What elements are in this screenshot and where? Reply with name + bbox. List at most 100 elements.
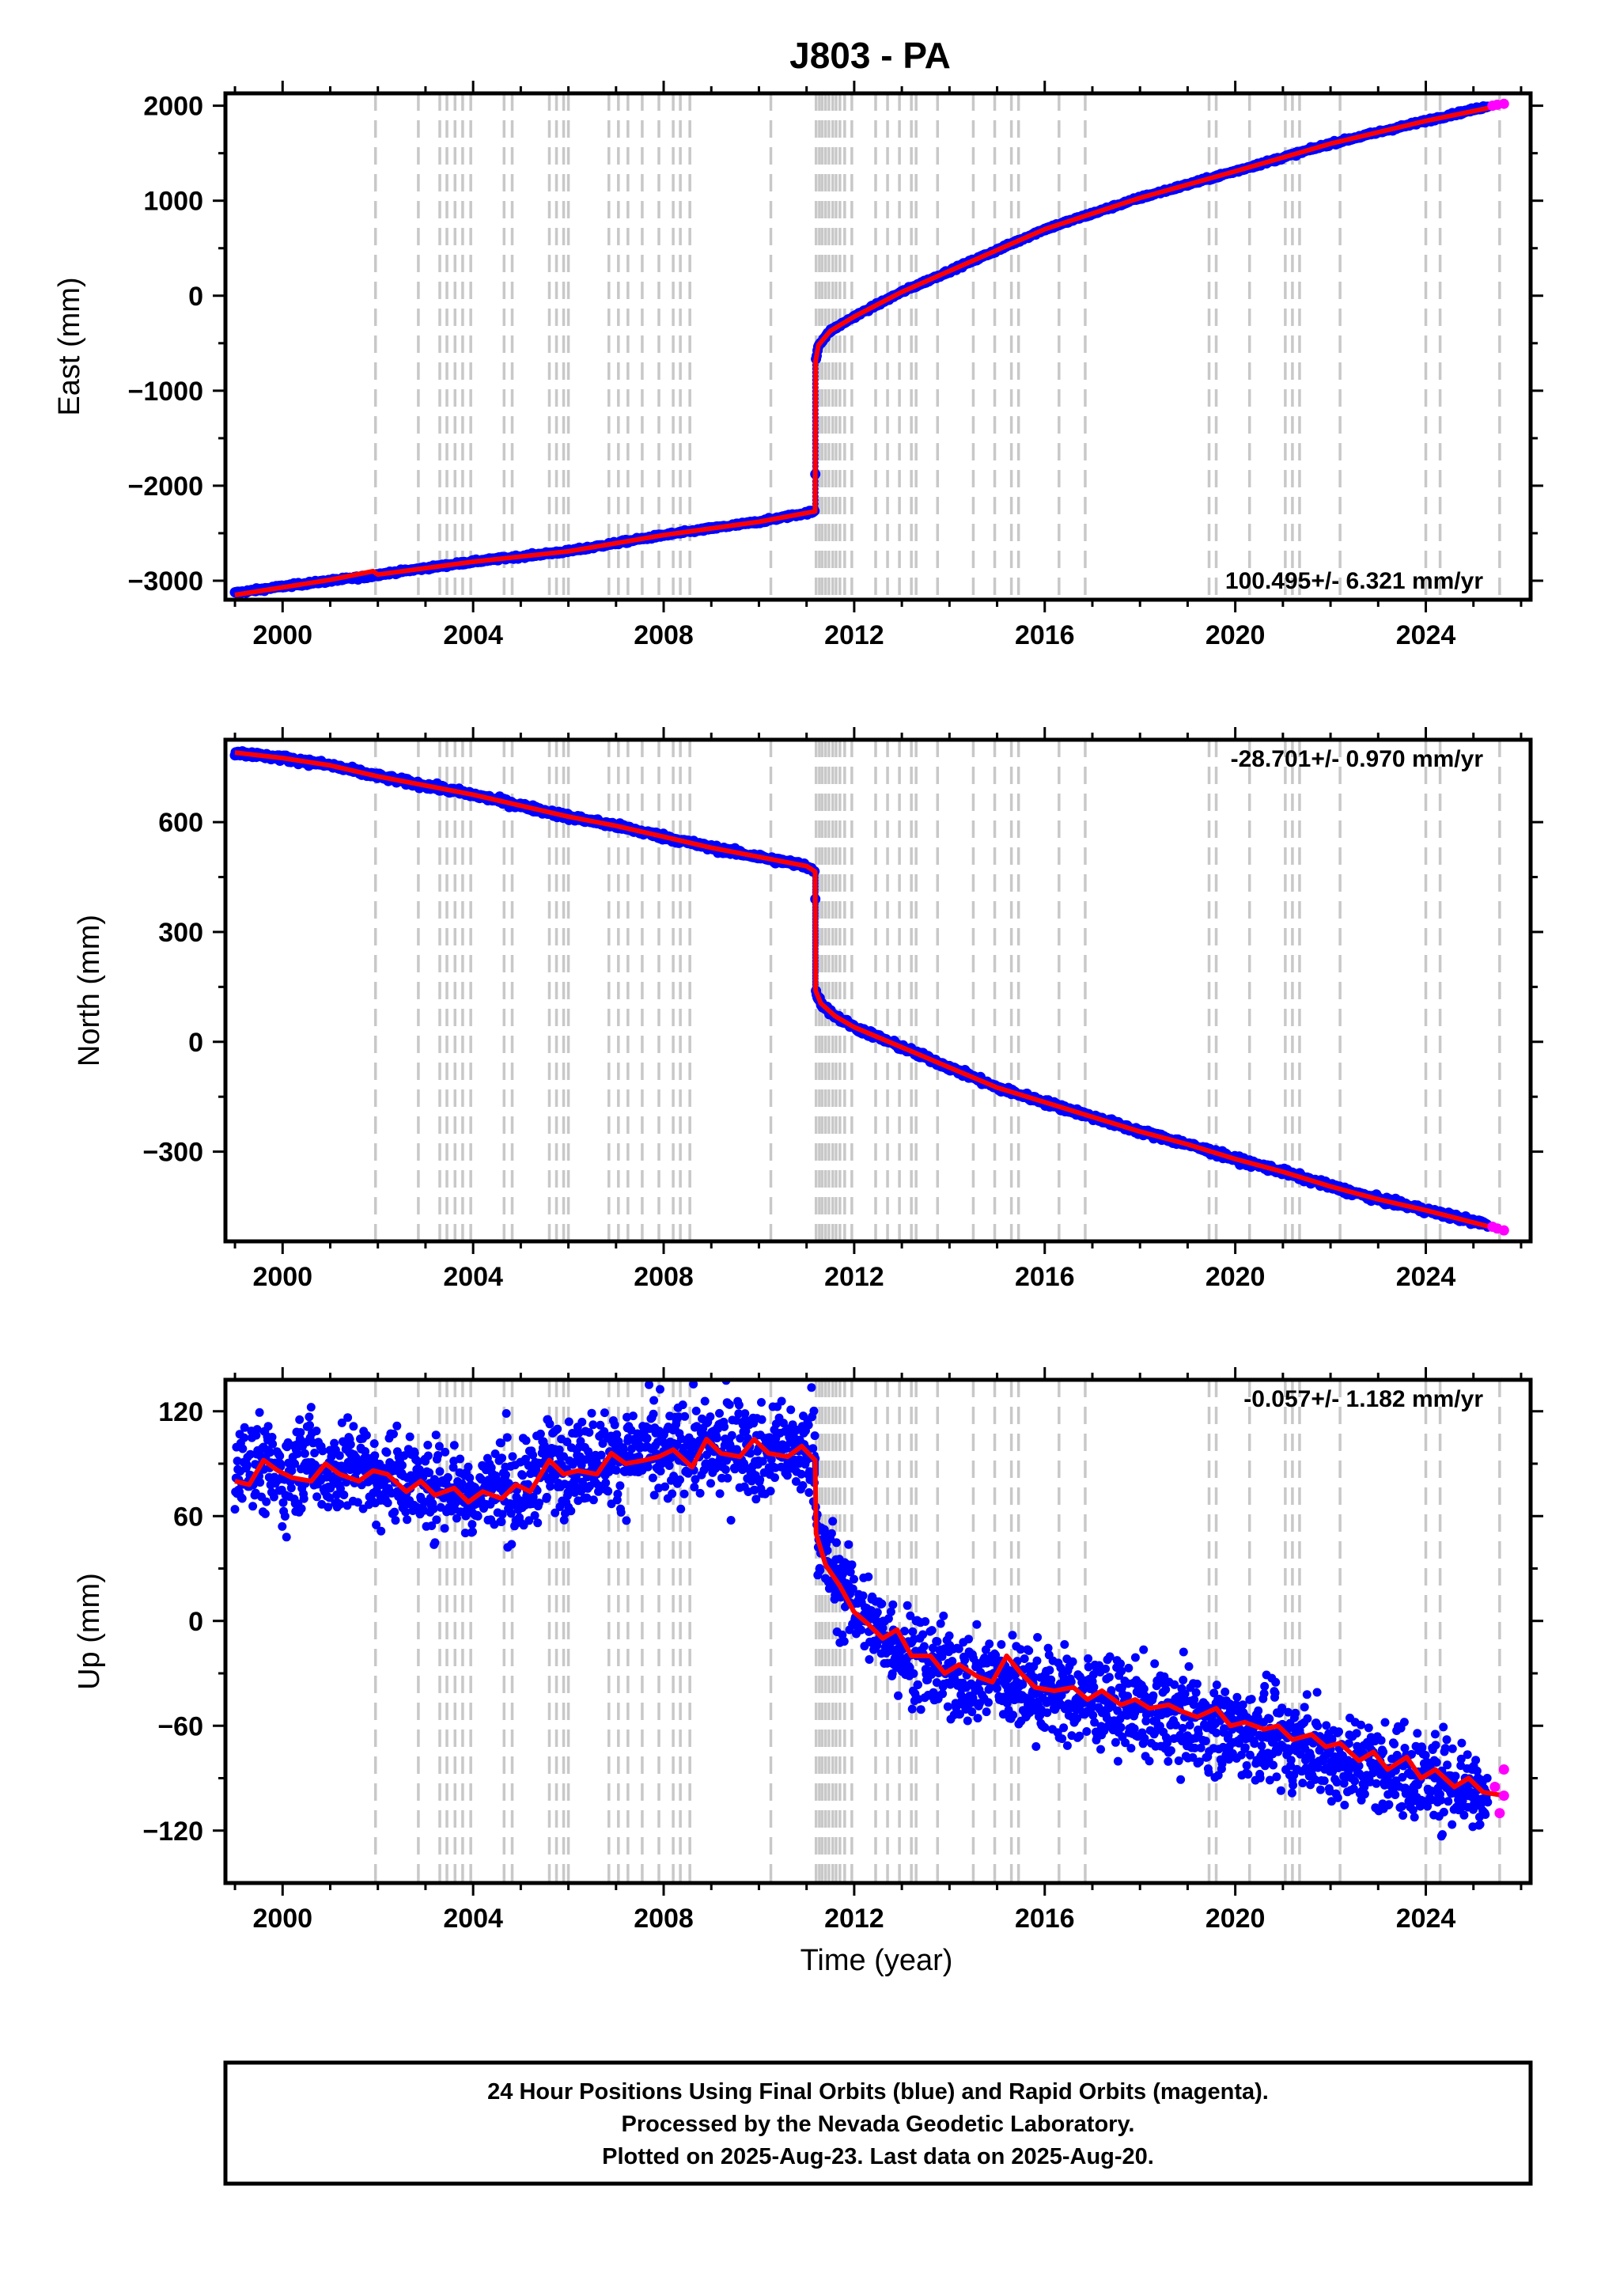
final-data-point: [755, 1475, 765, 1484]
final-data-point: [700, 1396, 710, 1406]
final-data-point: [346, 1440, 355, 1449]
final-data-point: [674, 1412, 683, 1422]
final-data-point: [554, 1445, 564, 1454]
final-data-point: [542, 1492, 551, 1502]
final-data-point: [702, 1450, 712, 1460]
final-data-point: [425, 1468, 434, 1477]
final-data-point: [246, 1449, 255, 1459]
final-data-point: [262, 1497, 271, 1506]
x-tick-label: 2024: [1396, 620, 1456, 650]
final-data-point: [582, 1493, 592, 1502]
final-data-point: [435, 1467, 445, 1476]
x-tick-label: 2024: [1396, 1262, 1456, 1292]
final-data-point: [695, 1488, 705, 1498]
final-data-point: [524, 1480, 532, 1489]
final-data-point: [712, 1434, 721, 1443]
final-data-point: [690, 1483, 699, 1492]
final-data-point: [585, 1428, 594, 1437]
final-data-point: [613, 1489, 623, 1498]
final-data-point: [757, 1415, 766, 1424]
final-data-point: [296, 1428, 305, 1437]
final-data-point: [312, 1426, 321, 1436]
final-data-point: [452, 1514, 461, 1523]
final-data-point: [546, 1482, 555, 1491]
final-data-point: [649, 1396, 659, 1405]
final-data-point: [280, 1512, 290, 1521]
final-data-point: [687, 1450, 695, 1460]
final-data-point: [305, 1412, 314, 1422]
x-tick-label: 2020: [1205, 1262, 1266, 1292]
final-data-point: [325, 1493, 334, 1502]
final-data-point: [649, 1491, 659, 1500]
final-data-point: [721, 1465, 730, 1474]
final-data-point: [604, 1487, 613, 1496]
y-tick-label: 600: [158, 808, 203, 838]
final-data-point: [736, 1434, 745, 1443]
final-data-point: [741, 1426, 751, 1436]
y-tick-label: 1000: [143, 187, 203, 217]
final-data-point: [751, 1495, 761, 1504]
final-data-point: [648, 1473, 657, 1483]
final-data-point: [269, 1492, 278, 1502]
final-data-point: [278, 1498, 288, 1507]
final-data-point: [370, 1451, 380, 1461]
final-data-point: [255, 1478, 265, 1487]
final-data-point: [615, 1481, 625, 1491]
final-data-point: [312, 1492, 322, 1502]
final-data-point: [572, 1472, 581, 1481]
final-data-point: [342, 1477, 351, 1487]
final-data-point: [660, 1482, 670, 1491]
x-tick-label: 2012: [824, 1262, 884, 1292]
final-data-point: [715, 1408, 724, 1418]
final-data-point: [263, 1422, 273, 1431]
final-data-point: [706, 1479, 715, 1488]
velocity-annotation: -28.701+/- 0.970 mm/yr: [1231, 746, 1484, 772]
final-data-point: [382, 1448, 392, 1457]
final-data-point: [779, 1419, 788, 1428]
final-data-point: [706, 1412, 715, 1422]
final-data-point: [343, 1413, 353, 1423]
final-data-point: [720, 1422, 729, 1431]
final-data-point: [318, 1446, 327, 1456]
final-data-point: [528, 1450, 538, 1460]
final-data-point: [518, 1471, 528, 1480]
final-data-point: [324, 1502, 333, 1512]
final-data-point: [498, 1510, 507, 1519]
final-data-point: [443, 1472, 452, 1482]
final-data-point: [622, 1516, 631, 1525]
final-data-point: [267, 1433, 277, 1442]
final-data-point: [530, 1511, 539, 1520]
final-data-point: [680, 1411, 690, 1421]
y-tick-label: 0: [188, 1028, 203, 1058]
final-data-point: [465, 1473, 475, 1483]
x-axis: 2000 2004 2008 2012 2016 2020 2024: [233, 81, 1523, 650]
final-data-point: [766, 1455, 776, 1464]
final-data-point: [678, 1400, 687, 1410]
y-tick-label: −300: [142, 1138, 203, 1168]
final-data-point: [390, 1507, 399, 1517]
final-data-point: [642, 1434, 652, 1443]
final-data-point: [496, 1438, 505, 1448]
final-data-point: [410, 1449, 419, 1458]
north-panel: 2000 2004 2008 2012 2016 2020 2024−3000300600N…: [73, 727, 1543, 1292]
final-data-point: [643, 1462, 653, 1472]
final-data-point: [411, 1502, 421, 1512]
final-data-point: [711, 1464, 721, 1473]
final-data-point: [610, 1420, 619, 1430]
final-data-point: [260, 1509, 270, 1518]
final-data-point: [528, 1492, 538, 1502]
final-data-point: [734, 1409, 744, 1419]
x-tick-label: 2012: [824, 620, 884, 650]
final-data-point: [746, 1449, 755, 1458]
final-data-point: [497, 1517, 506, 1526]
final-data-point: [457, 1479, 467, 1488]
final-data-point: [252, 1425, 262, 1434]
final-data-point: [691, 1475, 700, 1484]
y-axis-label: North (mm): [73, 915, 106, 1067]
rapid-orbit-points: [1487, 1222, 1509, 1236]
x-tick-label: 2020: [1205, 620, 1266, 650]
final-data-point: [679, 1443, 688, 1453]
final-data-point: [266, 1448, 274, 1457]
